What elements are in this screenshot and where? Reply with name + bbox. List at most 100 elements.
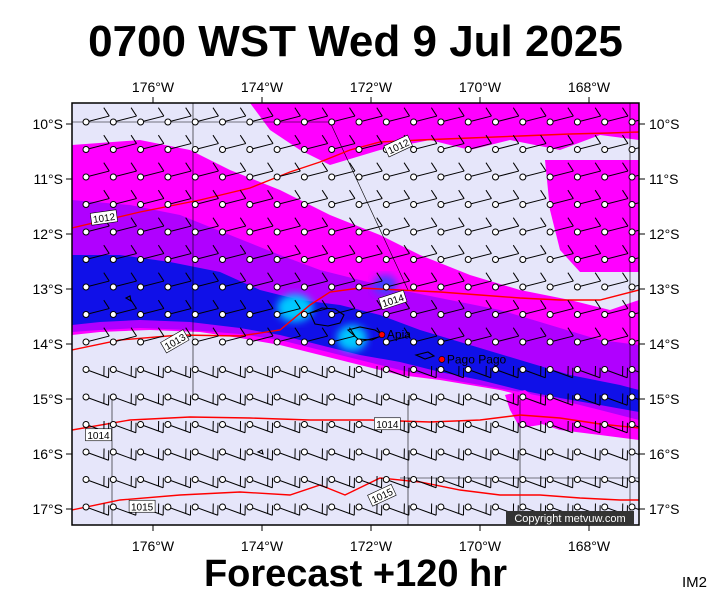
- wind-barb: [437, 327, 465, 346]
- wind-barb: [246, 421, 274, 434]
- wind-barb: [300, 217, 329, 236]
- wind-barb: [464, 393, 492, 406]
- wind-barb: [492, 476, 519, 489]
- wind-barb: [137, 134, 165, 153]
- wind-barb: [464, 476, 492, 489]
- lat-label-right: 10°S: [649, 116, 680, 132]
- wind-barb: [300, 421, 328, 434]
- lon-label-top: 168°W: [568, 79, 611, 95]
- wind-barb: [300, 189, 329, 208]
- wind-barb: [109, 244, 137, 263]
- image-code: IM2: [681, 574, 707, 591]
- wind-barb: [273, 134, 301, 153]
- wind-barb: [492, 421, 519, 434]
- wind-barb: [164, 503, 192, 516]
- wind-barb: [137, 327, 165, 346]
- wind-barb: [546, 299, 574, 318]
- wind-barb: [219, 421, 246, 434]
- wind-barb: [410, 162, 438, 181]
- wind-barb: [137, 366, 164, 379]
- lon-label-bottom: 168°W: [568, 538, 611, 554]
- lat-label-left: 12°S: [32, 226, 63, 242]
- wind-barb: [82, 244, 110, 263]
- rain-field: [72, 103, 639, 440]
- wind-barb: [355, 107, 383, 126]
- wind-barb: [546, 327, 574, 346]
- wind-barb: [519, 448, 547, 461]
- wind-barb: [601, 448, 628, 461]
- svg-text:1014: 1014: [376, 420, 399, 431]
- wind-barb: [246, 272, 274, 291]
- wind-barb: [355, 217, 383, 236]
- rain-light-south-patch: [505, 390, 545, 428]
- isobar-1015: [72, 477, 639, 511]
- wind-barb: [355, 189, 383, 208]
- longitude-labels-top: 176°W 174°W 172°W 170°W 168°W: [132, 79, 611, 95]
- lon-label-bottom: 174°W: [241, 538, 284, 554]
- wind-barb: [300, 272, 329, 291]
- wind-barb: [628, 503, 639, 511]
- wind-barb: [328, 189, 356, 208]
- wind-barb: [300, 393, 328, 406]
- wind-barb: [191, 366, 219, 379]
- wind-barb: [109, 421, 137, 434]
- wind-barb: [355, 366, 383, 379]
- lat-label-right: 15°S: [649, 391, 680, 407]
- wind-barb: [573, 299, 602, 318]
- wind-barb: [328, 162, 356, 181]
- isobar-label: 1015: [128, 499, 156, 513]
- wind-barb: [191, 448, 219, 461]
- wind-barb: [273, 244, 301, 263]
- wind-barb: [464, 503, 492, 516]
- wind-barb: [109, 366, 137, 379]
- wind-barb: [300, 134, 329, 153]
- wind-barb: [437, 299, 465, 318]
- lat-label-left: 16°S: [32, 446, 63, 462]
- wind-barb: [573, 107, 602, 126]
- lat-label-right: 12°S: [649, 226, 680, 242]
- latitude-labels-left: 10°S 11°S 12°S 13°S 14°S 15°S 16°S 17°S: [32, 116, 63, 517]
- wind-barb: [109, 448, 137, 461]
- wind-barb: [246, 366, 274, 379]
- longitude-labels-bottom: 176°W 174°W 172°W 170°W 168°W: [132, 538, 611, 554]
- wind-barb: [546, 393, 574, 406]
- wind-barb: [164, 366, 192, 379]
- lat-label-left: 14°S: [32, 336, 63, 352]
- wind-barb: [410, 327, 438, 346]
- wind-barb: [82, 272, 110, 291]
- wind-barb: [382, 189, 410, 208]
- wind-barb: [137, 217, 165, 236]
- wind-barb: [300, 366, 328, 379]
- wind-barb: [573, 366, 601, 379]
- wind-barb: [191, 107, 219, 126]
- wind-barb: [328, 134, 356, 153]
- wind-barb: [246, 217, 274, 236]
- wind-barb: [109, 107, 137, 126]
- wind-barb: [300, 244, 329, 263]
- wind-barb: [628, 448, 639, 456]
- wind-barb: [519, 366, 547, 379]
- wind-barb: [628, 118, 639, 126]
- wind-barb: [546, 476, 574, 489]
- wind-barb: [410, 244, 438, 263]
- wind-barb: [137, 448, 164, 461]
- wind-barb: [164, 272, 192, 291]
- wind-barb: [437, 393, 465, 406]
- wind-barb: [519, 217, 547, 236]
- wind-barb: [82, 393, 110, 406]
- wind-barb: [437, 244, 465, 263]
- wind-barb: [492, 366, 519, 379]
- wind-barb: [573, 393, 601, 406]
- wind-barb: [519, 134, 547, 153]
- wind-barb: [601, 162, 629, 181]
- wind-barb: [137, 244, 165, 263]
- wind-barb: [355, 327, 383, 346]
- wind-barb: [492, 189, 520, 208]
- wind-barb: [573, 421, 601, 434]
- wind-barb: [355, 299, 383, 318]
- wind-barb: [601, 272, 629, 291]
- wind-barb: [109, 299, 137, 318]
- wind-barb: [328, 503, 355, 516]
- wind-barb: [109, 393, 137, 406]
